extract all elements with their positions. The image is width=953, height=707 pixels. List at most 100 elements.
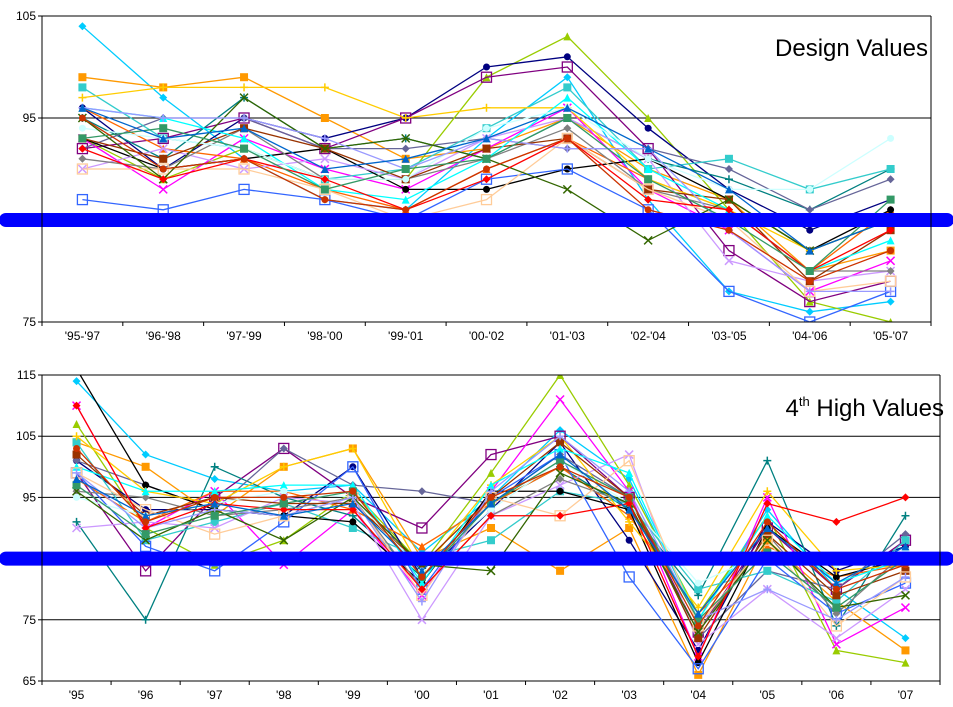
dv-series-2-point (240, 73, 249, 82)
fh-series-5-point (485, 448, 497, 461)
dv-series-19-point (238, 163, 250, 175)
dv-series-25-point (240, 155, 248, 163)
fh-series-2-point (625, 524, 634, 532)
dv-series-19-point (884, 275, 897, 287)
fh-series-25-point (280, 493, 288, 501)
fh-series-15-point (556, 475, 565, 484)
fh-series-1-point (210, 475, 219, 484)
fh-x-tick-label: '99 (345, 688, 361, 702)
dv-y-tick-label: 105 (16, 9, 36, 23)
dv-series-5-point (723, 244, 735, 257)
fh-series-16-point (901, 566, 910, 575)
dv-series-9-point (724, 154, 733, 163)
dv-series-9-point (563, 83, 572, 92)
fh-series-14-line (76, 435, 906, 609)
fh-series-20-point (555, 468, 565, 478)
fh-series-18-point (73, 493, 81, 501)
dv-series-8-point (401, 144, 410, 153)
dv-x-tick-label: '99-'01 (388, 329, 424, 343)
fh-series-22-point (832, 517, 841, 526)
dv-series-18-point (402, 175, 410, 183)
fh-series-16-point (72, 450, 81, 459)
dv-series-14-point (159, 83, 168, 92)
fh-y-tick-label: 95 (23, 490, 37, 504)
dv-series-13-point (320, 154, 330, 164)
fh-series-24-point (625, 505, 634, 514)
fh-series-19-point (623, 455, 635, 467)
dv-series-23-point (805, 267, 814, 275)
fh-series-7-point (141, 615, 150, 624)
dv-series-19-point (480, 193, 493, 206)
dv-series-18-point (806, 185, 814, 193)
dv-series-1-point (563, 73, 572, 82)
fh-title-suffix: High Values (810, 395, 944, 422)
fh-chart-title: 4th High Values (786, 394, 945, 422)
fh-series-3-point (556, 375, 565, 379)
fh-series-8-point (417, 487, 426, 496)
fh-series-1-point (901, 634, 910, 643)
dv-series-23-point (78, 134, 87, 143)
dv-series-18-point (78, 124, 86, 132)
dv-series-17-point (401, 195, 410, 204)
dv-series-23-point (240, 144, 249, 153)
fh-series-12-point (692, 663, 704, 675)
dv-series-16-point (159, 154, 168, 163)
fh-title-number: 4 (786, 395, 799, 422)
fh-series-7-point (901, 511, 910, 520)
dv-series-22-point (320, 175, 329, 184)
fh-series-18-point (694, 579, 702, 587)
fh-series-1-point (556, 426, 565, 435)
fh-series-11-point (832, 573, 840, 581)
fh-series-17-point (348, 481, 357, 490)
fh-series-22-point (694, 652, 703, 661)
dv-series-12-point (76, 193, 89, 206)
fh-series-25-point (211, 493, 219, 501)
dv-series-14-point (78, 93, 87, 102)
fh-series-5-line (76, 435, 906, 634)
fh-series-2-point (141, 462, 150, 471)
dv-series-12-point (804, 316, 816, 322)
dv-chart-title: Design Values (775, 35, 928, 62)
fh-series-14-point (348, 444, 357, 453)
dv-series-19-point (76, 163, 89, 175)
fh-x-tick-label: '03 (621, 688, 637, 702)
fh-series-15-point (141, 493, 150, 502)
fh-series-24-point (210, 499, 219, 508)
fh-series-17-point (556, 444, 565, 453)
fh-series-group (70, 375, 912, 679)
dv-series-23-point (482, 154, 491, 163)
fh-series-5-point (416, 522, 428, 534)
dv-series-19-point (319, 183, 331, 196)
design-values-chart: 758595105'95-'97'96-'98'97-'99'98-'00'99… (0, 9, 953, 343)
dv-series-20-point (562, 184, 572, 194)
dv-series-1-point (78, 22, 87, 31)
dv-series-4-point (644, 124, 652, 132)
dv-series-25-point (644, 206, 652, 214)
dv-series-24-point (644, 144, 653, 153)
fh-title-ordinal: th (799, 394, 810, 409)
fh-x-tick-label: '95 (69, 688, 85, 702)
dv-x-tick-label: '97-'99 (226, 329, 262, 343)
fh-y-tick-label: 65 (23, 674, 37, 688)
fh-series-20-point (762, 535, 772, 545)
fh-x-tick-label: '06 (829, 688, 845, 702)
fh-series-13-point (72, 523, 82, 533)
fh-series-22-point (763, 499, 772, 508)
dv-series-23-point (563, 114, 572, 122)
fh-series-24-point (72, 475, 81, 484)
dv-series-8-point (805, 205, 814, 214)
dv-series-17-point (644, 165, 653, 173)
fh-x-tick-label: '05 (759, 688, 775, 702)
fh-series-20-point (900, 590, 910, 600)
fh-series-23-point (694, 615, 703, 624)
fh-series-9-point (72, 438, 81, 447)
dv-series-17-point (886, 236, 895, 245)
dv-series-20-point (401, 133, 411, 143)
fh-series-9-point (901, 536, 910, 545)
dv-series-9-point (886, 165, 895, 173)
dv-series-12-point (480, 173, 493, 185)
dv-series-24-point (78, 103, 87, 112)
dv-series-20-point (320, 144, 330, 154)
dv-series-11-point (402, 185, 410, 193)
fh-series-19-point (899, 571, 912, 583)
